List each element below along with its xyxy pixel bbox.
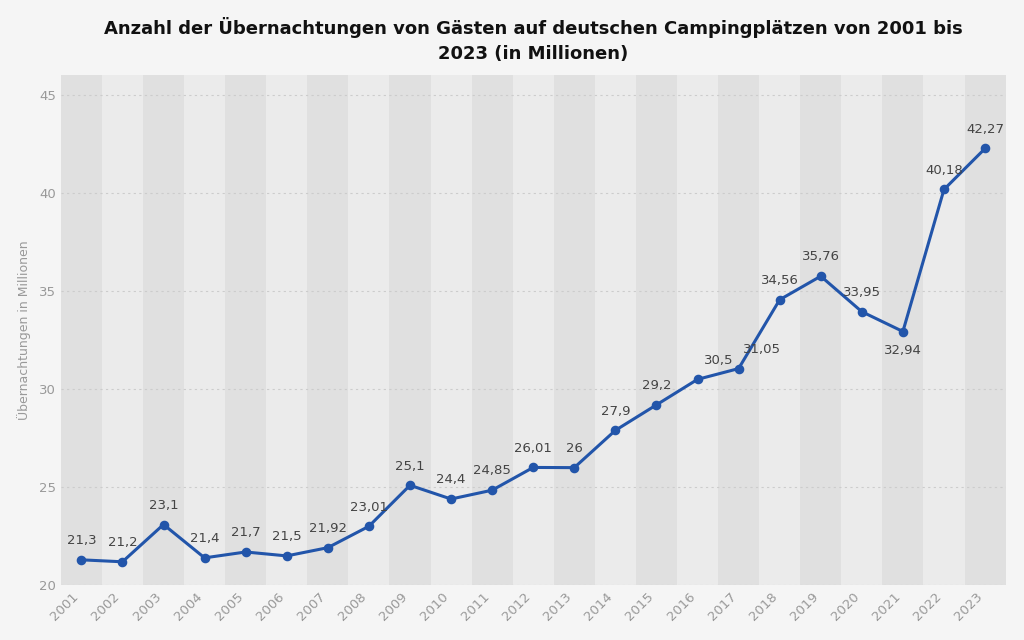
Bar [554, 76, 595, 586]
Point [442, 494, 459, 504]
Text: 21,2: 21,2 [108, 536, 137, 549]
Y-axis label: Übernachtungen in Millionen: Übernachtungen in Millionen [16, 241, 31, 420]
Bar [472, 76, 513, 586]
Point [566, 463, 583, 473]
Point [895, 326, 911, 337]
Bar [348, 76, 389, 586]
Bar [636, 76, 677, 586]
Text: 27,9: 27,9 [601, 404, 630, 418]
Point [197, 553, 213, 563]
Text: 21,5: 21,5 [272, 530, 301, 543]
Text: 25,1: 25,1 [395, 460, 425, 472]
Text: 33,95: 33,95 [843, 286, 881, 299]
Bar [718, 76, 759, 586]
Bar [965, 76, 1006, 586]
Point [484, 485, 501, 495]
Text: 34,56: 34,56 [761, 274, 799, 287]
Text: 26: 26 [566, 442, 583, 455]
Point [730, 364, 746, 374]
Point [854, 307, 870, 317]
Title: Anzahl der Übernachtungen von Gästen auf deutschen Campingplätzen von 2001 bis
2: Anzahl der Übernachtungen von Gästen auf… [103, 17, 963, 63]
Text: 21,3: 21,3 [67, 534, 96, 547]
Bar [184, 76, 225, 586]
Bar [800, 76, 842, 586]
Point [401, 480, 418, 490]
Text: 30,5: 30,5 [703, 354, 733, 367]
Point [360, 521, 377, 531]
Text: 32,94: 32,94 [884, 344, 922, 357]
Text: 42,27: 42,27 [966, 123, 1005, 136]
Point [607, 425, 624, 435]
Bar [677, 76, 718, 586]
Point [238, 547, 254, 557]
Point [936, 184, 952, 195]
Point [156, 520, 172, 530]
Text: 21,92: 21,92 [309, 522, 347, 535]
Bar [883, 76, 924, 586]
Text: 24,4: 24,4 [436, 473, 466, 486]
Text: 35,76: 35,76 [802, 250, 840, 264]
Point [279, 551, 295, 561]
Bar [513, 76, 554, 586]
Point [648, 400, 665, 410]
Bar [842, 76, 883, 586]
Bar [307, 76, 348, 586]
Point [73, 555, 89, 565]
Text: 24,85: 24,85 [473, 465, 511, 477]
Text: 31,05: 31,05 [742, 343, 780, 356]
Text: 21,4: 21,4 [189, 532, 219, 545]
Text: 26,01: 26,01 [514, 442, 552, 454]
Bar [102, 76, 143, 586]
Text: 21,7: 21,7 [230, 526, 260, 540]
Bar [430, 76, 472, 586]
Bar [60, 76, 102, 586]
Bar [595, 76, 636, 586]
Bar [759, 76, 800, 586]
Point [771, 294, 787, 305]
Text: 23,1: 23,1 [148, 499, 178, 512]
Point [319, 543, 336, 553]
Bar [924, 76, 965, 586]
Text: 40,18: 40,18 [925, 164, 963, 177]
Point [689, 374, 706, 385]
Bar [266, 76, 307, 586]
Bar [389, 76, 430, 586]
Point [115, 557, 131, 567]
Point [525, 462, 542, 472]
Bar [143, 76, 184, 586]
Bar [225, 76, 266, 586]
Text: 23,01: 23,01 [350, 500, 388, 513]
Point [813, 271, 829, 282]
Text: 29,2: 29,2 [642, 379, 671, 392]
Point [977, 143, 993, 154]
